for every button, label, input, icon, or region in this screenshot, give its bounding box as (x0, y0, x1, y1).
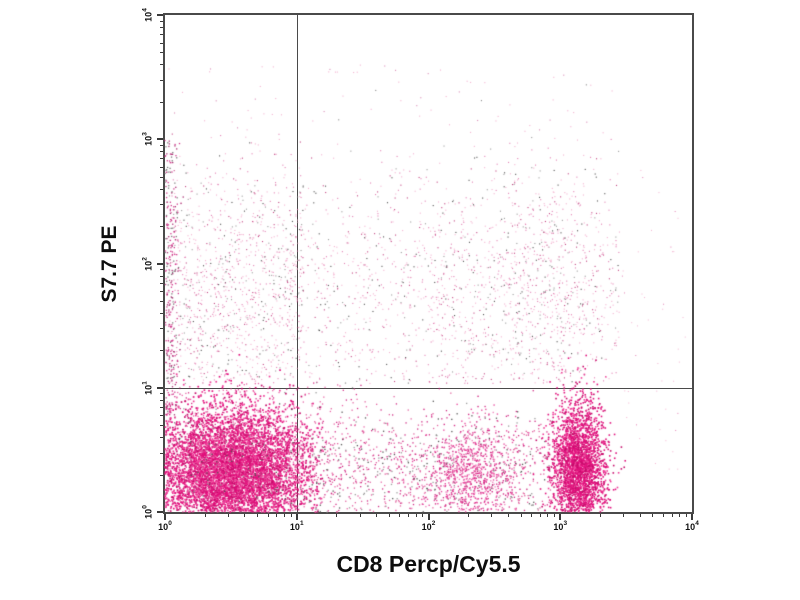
y-axis-minor-tick (160, 144, 163, 146)
x-axis-title: CD8 Percp/Cy5.5 (336, 551, 521, 577)
x-axis-minor-tick (639, 514, 641, 517)
y-axis-minor-tick (160, 226, 163, 228)
x-axis-minor-tick (520, 514, 522, 517)
x-axis-minor-tick (388, 514, 390, 517)
y-axis-tick-label: 104 (141, 8, 154, 22)
y-axis-minor-tick (160, 474, 163, 476)
x-axis-minor-tick (290, 514, 292, 517)
x-axis-minor-tick (257, 514, 259, 517)
x-axis-minor-tick (276, 514, 278, 517)
x-axis-tick-label: 101 (289, 520, 304, 532)
y-axis-minor-tick (160, 328, 163, 330)
y-axis-minor-tick (160, 291, 163, 293)
y-axis-major-tick (157, 138, 163, 141)
x-axis-minor-tick (554, 514, 556, 517)
x-axis-minor-tick (662, 514, 664, 517)
x-axis-minor-tick (531, 514, 533, 517)
y-axis-tick-label: 101 (141, 380, 154, 395)
y-axis-minor-tick (160, 275, 163, 277)
y-axis-minor-tick (160, 79, 163, 81)
x-axis-minor-tick (491, 514, 493, 517)
y-axis-minor-tick (160, 52, 163, 54)
y-axis-minor-tick (160, 425, 163, 427)
y-axis-minor-tick (160, 269, 163, 271)
x-axis-minor-tick (685, 514, 687, 517)
y-axis-minor-tick (160, 20, 163, 22)
y-axis-minor-tick (160, 42, 163, 44)
y-axis-major-tick (157, 262, 163, 265)
x-axis-minor-tick (652, 514, 654, 517)
y-axis-title: S7.7 PE (98, 224, 121, 303)
y-axis-minor-tick (160, 300, 163, 302)
y-axis-minor-tick (160, 415, 163, 417)
y-axis-minor-tick (160, 34, 163, 36)
y-axis-minor-tick (160, 393, 163, 395)
y-axis-tick-label: 103 (141, 132, 154, 147)
y-axis-minor-tick (160, 399, 163, 401)
y-axis-minor-tick (160, 27, 163, 29)
x-axis-minor-tick (336, 514, 338, 517)
x-axis-minor-tick (283, 514, 285, 517)
x-axis-minor-tick (267, 514, 269, 517)
x-axis-minor-tick (679, 514, 681, 517)
x-axis-major-tick (164, 514, 166, 520)
x-axis-minor-tick (415, 514, 417, 517)
y-axis-minor-tick (160, 204, 163, 206)
x-axis-minor-tick (376, 514, 378, 517)
y-axis-minor-tick (160, 101, 163, 103)
x-axis-minor-tick (399, 514, 401, 517)
x-axis-minor-tick (227, 514, 229, 517)
x-axis-tick-label: 100 (158, 520, 172, 532)
x-axis-minor-tick (547, 514, 549, 517)
y-axis-minor-tick (160, 166, 163, 168)
x-axis-minor-tick (599, 514, 601, 517)
y-axis-minor-tick (160, 158, 163, 160)
x-axis-minor-tick (671, 514, 673, 517)
y-axis-major-tick (157, 511, 163, 513)
x-axis-tick-label: 103 (553, 520, 568, 532)
y-axis-major-tick (157, 386, 163, 389)
y-axis-minor-tick (160, 350, 163, 352)
x-axis-minor-tick (204, 514, 206, 517)
y-axis-minor-tick (160, 151, 163, 153)
x-axis-tick-label: 102 (421, 520, 436, 532)
y-axis-tick-label: 100 (141, 505, 154, 519)
x-axis-minor-tick (244, 514, 246, 517)
x-axis-minor-tick (408, 514, 410, 517)
x-axis-major-tick (559, 514, 562, 520)
x-axis-minor-tick (359, 514, 361, 517)
y-axis-minor-tick (160, 282, 163, 284)
y-axis-minor-tick (160, 406, 163, 408)
y-axis-minor-tick (160, 437, 163, 439)
x-axis-tick-label: 104 (685, 520, 699, 532)
y-axis-minor-tick (160, 64, 163, 66)
y-axis-minor-tick (160, 452, 163, 454)
x-axis-major-tick (427, 514, 430, 520)
y-axis-minor-tick (160, 188, 163, 190)
x-axis-minor-tick (539, 514, 541, 517)
y-axis-minor-tick (160, 176, 163, 178)
x-axis-major-tick (295, 514, 298, 520)
x-axis-major-tick (691, 514, 693, 520)
x-axis-minor-tick (422, 514, 424, 517)
y-axis-major-tick (157, 14, 163, 16)
x-axis-minor-tick (468, 514, 470, 517)
y-axis-tick-label: 102 (141, 256, 154, 271)
y-axis-minor-tick (160, 312, 163, 314)
x-axis-minor-tick (507, 514, 509, 517)
x-axis-minor-tick (623, 514, 625, 517)
